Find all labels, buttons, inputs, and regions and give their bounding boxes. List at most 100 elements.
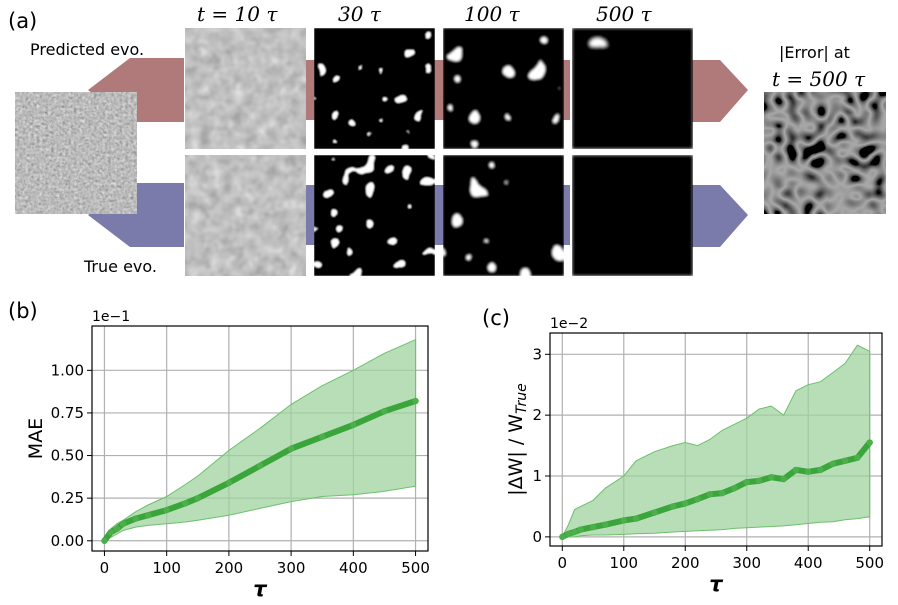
time-label-500: 500 τ: [596, 2, 653, 26]
x-tick-label: 400: [339, 559, 368, 577]
x-tick-label: 300: [732, 554, 761, 572]
mean-point: [651, 509, 658, 516]
panel-label: (b): [8, 299, 38, 323]
mean-point: [287, 445, 295, 452]
time-label-100: 100 τ: [464, 2, 521, 26]
mean-point: [107, 529, 114, 536]
plot-frame: [91, 325, 429, 552]
true-arrow-right: [692, 185, 748, 247]
width-error-chart: (c) 0 100 200 300 400 500 0 1 2 3 1e−2 τ |ΔW| / WTrue: [482, 306, 884, 596]
error-title-line1: |Error| at: [779, 43, 850, 62]
y-tick-label: 2: [532, 406, 542, 424]
mean-point: [182, 500, 189, 507]
x-tick-label: 400: [794, 554, 823, 572]
mean-point: [829, 460, 837, 468]
mean-point: [163, 506, 170, 514]
x-tick-label: 500: [401, 559, 430, 577]
x-tick-label: 0: [100, 559, 110, 577]
y-axis-label: |ΔW| / WTrue: [505, 383, 530, 496]
x-tick-label: 300: [277, 559, 306, 577]
y-tick-label: 0: [532, 528, 542, 546]
mean-point: [381, 408, 388, 415]
true-t500-image: [572, 155, 693, 276]
mean-point: [866, 439, 873, 446]
mean-line: [101, 398, 419, 544]
y-tick-label: 1: [532, 467, 542, 485]
std-band: [103, 338, 417, 543]
mean-point: [743, 478, 750, 486]
x-tick-label: 200: [215, 559, 244, 577]
x-tick-label: 0: [558, 554, 568, 572]
predicted-t10-image: [185, 28, 306, 149]
error-title-line2: t = 500 τ: [772, 67, 866, 91]
true-t10-image: [185, 155, 306, 276]
mean-point: [194, 494, 201, 502]
mean-point: [225, 479, 233, 487]
time-label-10: t = 10 τ: [197, 2, 278, 26]
std-band: [561, 344, 871, 538]
mean-point: [412, 397, 419, 405]
mean-point: [731, 484, 738, 492]
mean-point: [632, 515, 640, 522]
x-axis-label: τ: [709, 572, 723, 596]
mean-point: [706, 491, 714, 498]
mean-point: [101, 537, 108, 544]
y-multiplier: 1e−1: [92, 309, 130, 325]
mean-point: [805, 468, 812, 475]
mean-point: [620, 517, 627, 524]
y-tick-label: 0.00: [51, 532, 84, 550]
mean-point: [602, 521, 609, 528]
true-t30-image: [314, 155, 435, 276]
time-label-30: 30 τ: [338, 2, 382, 26]
true-evo-label: True evo.: [83, 257, 157, 276]
mean-point: [565, 530, 572, 538]
mean-point: [768, 474, 775, 481]
mean-point: [144, 512, 152, 519]
mean-point: [589, 523, 597, 531]
mean-point: [577, 526, 584, 533]
y-multiplier: 1e−2: [550, 316, 588, 332]
y-tick-label: 0.50: [51, 447, 84, 465]
y-tick-label: 0.75: [51, 404, 84, 422]
mean-point: [669, 503, 677, 510]
mean-point: [718, 489, 726, 497]
mean-point: [854, 454, 861, 461]
initial-condition-image: [15, 92, 137, 214]
x-tick-label: 100: [609, 554, 638, 572]
panel-label: (c): [482, 306, 510, 330]
panel-a-label: (a): [8, 9, 37, 33]
mean-point: [792, 466, 800, 474]
mean-point: [119, 520, 127, 527]
mae-chart: (b) 0 100 200 300 400 500 0.00 0.25 0.50 0.75 1.00 1…: [8, 299, 430, 601]
predicted-arrow-right: [692, 60, 748, 122]
mean-point: [694, 495, 701, 503]
predicted-t100-image: [443, 28, 564, 149]
x-tick-label: 100: [152, 559, 181, 577]
mean-point: [319, 433, 326, 440]
predicted-evo-label: Predicted evo.: [30, 40, 144, 59]
true-t100-image: [443, 155, 564, 276]
y-tick-label: 3: [532, 345, 542, 363]
mean-point: [817, 466, 824, 474]
mean-point: [559, 533, 566, 541]
mean-point: [113, 525, 121, 533]
mean-point: [571, 528, 578, 536]
mean-point: [256, 462, 264, 469]
mean-point: [682, 500, 689, 507]
x-axis-label: τ: [253, 577, 267, 601]
y-axis-label: MAE: [25, 418, 47, 459]
plot-frame: [549, 332, 883, 547]
x-tick-label: 500: [855, 554, 884, 572]
y-tick-label: 1.00: [51, 361, 84, 379]
mean-point: [132, 515, 139, 522]
predicted-t500-image: [572, 28, 693, 149]
y-tick-label: 0.25: [51, 489, 84, 507]
mean-point: [755, 477, 763, 485]
panel-a: (a) Predicted evo. True evo. t = 10 τ 30…: [8, 2, 886, 276]
x-tick-label: 200: [671, 554, 700, 572]
error-map-texture: [764, 92, 886, 214]
mean-point: [841, 457, 849, 464]
mean-point: [350, 421, 357, 429]
mean-point: [780, 475, 787, 483]
